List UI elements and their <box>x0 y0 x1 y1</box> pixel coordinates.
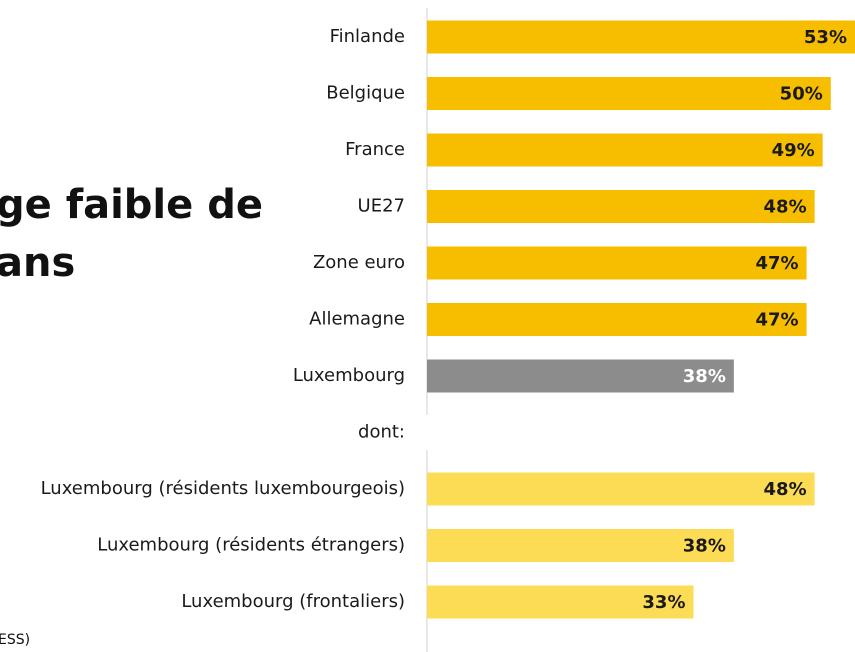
bar <box>427 133 823 167</box>
category-label: Finlande <box>330 26 405 47</box>
category-label: Belgique <box>326 83 405 104</box>
bar <box>427 246 807 280</box>
bar <box>427 190 815 223</box>
category-label: Luxembourg (frontaliers) <box>181 591 405 612</box>
bar <box>427 529 734 562</box>
footnote: ESS) <box>0 632 30 648</box>
bar <box>427 585 694 619</box>
value-label: 50% <box>780 84 823 105</box>
chart-title: ans <box>0 240 75 286</box>
chart-title: ge faible de <box>0 182 263 228</box>
value-label: 33% <box>642 592 685 613</box>
bar <box>427 303 807 336</box>
category-label: UE27 <box>358 196 405 217</box>
category-label: Allemagne <box>309 309 405 330</box>
category-label: France <box>345 139 405 160</box>
bar <box>427 20 855 54</box>
value-label: 47% <box>755 310 798 331</box>
bar <box>427 77 831 110</box>
value-label: 48% <box>764 197 807 218</box>
value-label: 38% <box>683 536 726 557</box>
category-label: Luxembourg (résidents luxembourgeois) <box>41 478 405 499</box>
value-label: 48% <box>764 479 807 500</box>
value-label: 49% <box>772 140 815 161</box>
category-label: Luxembourg (résidents étrangers) <box>97 535 405 556</box>
category-label: Luxembourg <box>293 365 405 386</box>
value-label: 53% <box>804 27 847 48</box>
category-label: Zone euro <box>313 252 405 273</box>
value-label: 47% <box>755 253 798 274</box>
bar <box>427 359 734 393</box>
value-label: 38% <box>683 366 726 387</box>
category-label: dont: <box>358 422 405 443</box>
bar <box>427 472 815 506</box>
